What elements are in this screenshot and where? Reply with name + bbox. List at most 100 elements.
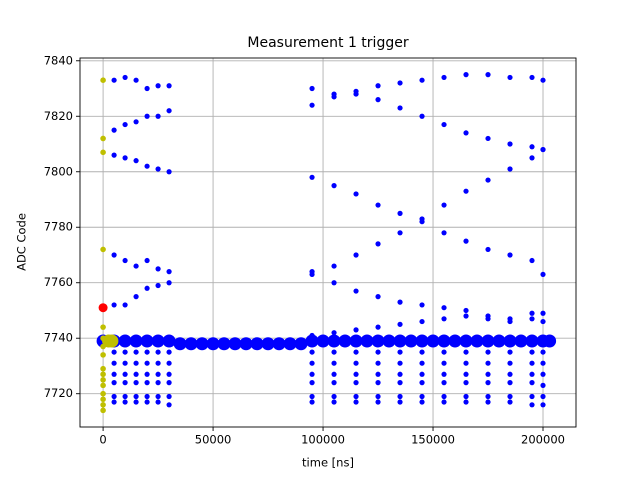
point [463, 72, 469, 78]
point [144, 285, 150, 291]
point [353, 327, 359, 333]
point [503, 334, 517, 348]
point [272, 337, 286, 351]
point [111, 349, 117, 355]
point [463, 307, 469, 314]
point [331, 380, 337, 386]
point [195, 337, 209, 351]
point [371, 334, 385, 348]
point [166, 402, 172, 408]
point [173, 337, 187, 351]
point [133, 77, 139, 83]
point [155, 360, 161, 366]
point [133, 399, 139, 405]
point [415, 334, 429, 348]
point [540, 360, 546, 366]
point [419, 399, 425, 405]
point [327, 334, 341, 348]
point [463, 380, 469, 386]
point [441, 316, 447, 322]
point [419, 216, 425, 222]
point [485, 380, 491, 386]
point [155, 371, 161, 377]
point [375, 294, 381, 300]
point [166, 269, 172, 275]
point [529, 74, 535, 81]
point [419, 371, 425, 377]
point [166, 393, 172, 400]
point [155, 399, 161, 405]
point [441, 393, 447, 400]
point [133, 380, 139, 386]
point [228, 337, 242, 351]
point [525, 334, 539, 348]
point [419, 77, 425, 83]
point [514, 334, 528, 348]
point [331, 330, 337, 336]
point [529, 393, 535, 400]
point [419, 302, 425, 308]
point [507, 349, 513, 355]
point [331, 393, 337, 400]
point [397, 360, 403, 366]
point [540, 318, 546, 325]
point [133, 119, 139, 125]
point [122, 380, 128, 386]
point [316, 334, 330, 348]
point [463, 349, 469, 355]
point [485, 246, 491, 253]
point [155, 83, 161, 89]
point [507, 74, 513, 81]
point [331, 94, 337, 100]
point [507, 399, 513, 405]
point [155, 266, 161, 272]
point [309, 380, 315, 386]
point [463, 360, 469, 366]
point [463, 188, 469, 194]
point [540, 271, 546, 278]
point [111, 380, 117, 386]
point [309, 349, 315, 355]
point [540, 349, 546, 355]
point [309, 271, 315, 278]
point [100, 371, 106, 378]
point [144, 349, 150, 355]
point [353, 191, 359, 197]
y-tick-label: 7780 [44, 220, 73, 234]
point [540, 402, 546, 408]
point [463, 238, 469, 244]
point [133, 294, 139, 300]
point [353, 393, 359, 400]
point [111, 302, 117, 308]
point [397, 210, 403, 216]
point [309, 371, 315, 377]
point [419, 393, 425, 400]
point [353, 349, 359, 355]
point [419, 349, 425, 355]
point [441, 230, 447, 236]
point [540, 371, 546, 377]
point [309, 399, 315, 405]
point [133, 263, 139, 269]
point [375, 324, 381, 330]
point [309, 393, 315, 400]
point [540, 382, 546, 388]
point [305, 334, 319, 348]
point [485, 360, 491, 366]
point [122, 393, 128, 400]
point [441, 305, 447, 311]
point [144, 399, 150, 405]
point [144, 113, 150, 119]
point [155, 113, 161, 119]
point [353, 399, 359, 405]
point [111, 152, 117, 158]
point [331, 183, 337, 189]
point [100, 396, 106, 403]
point [419, 113, 425, 119]
point [100, 149, 106, 156]
point [353, 288, 359, 294]
point [144, 371, 150, 377]
point [133, 349, 139, 355]
